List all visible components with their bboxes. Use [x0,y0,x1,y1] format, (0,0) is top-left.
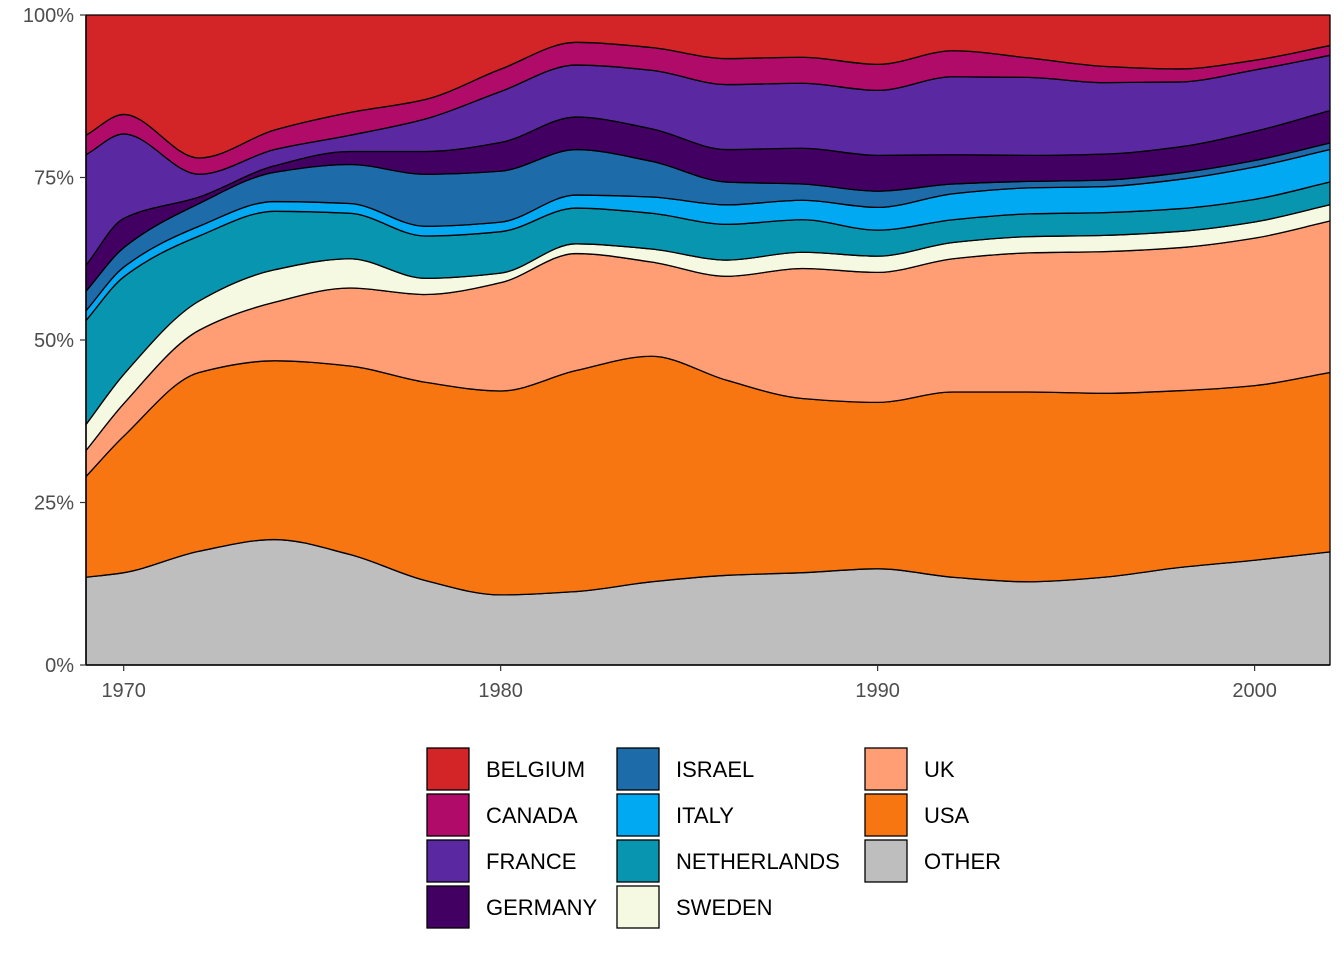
y-tick-label: 0% [45,655,74,677]
area-belgium [85,14,1331,159]
legend-item-uk: UK [864,747,955,791]
legend-item-italy: ITALY [616,793,734,837]
x-tick-label: 1970 [101,680,146,702]
legend-key [616,885,660,929]
legend-key [864,747,908,791]
legend-item-other: OTHER [864,839,1001,883]
legend-item-belgium: BELGIUM [426,747,585,791]
y-tick-label: 25% [34,493,74,515]
legend: BELGIUM CANADA FRANCE GERMANY ISRAEL ITALY NET… [426,747,1001,929]
legend-label: ISRAEL [676,757,754,782]
legend-key [426,747,470,791]
legend-label: NETHERLANDS [676,849,840,874]
legend-key [616,793,660,837]
legend-key [864,793,908,837]
legend-key [426,793,470,837]
legend-label: USA [924,803,970,828]
legend-item-usa: USA [864,793,970,837]
y-tick-label: 50% [34,330,74,352]
legend-item-canada: CANADA [426,793,578,837]
legend-label: GERMANY [486,895,598,920]
y-tick-label: 100% [23,5,74,27]
legend-item-israel: ISRAEL [616,747,754,791]
legend-key [426,839,470,883]
legend-label: UK [924,757,955,782]
legend-label: ITALY [676,803,734,828]
legend-key [426,885,470,929]
legend-label: BELGIUM [486,757,585,782]
x-tick-label: 1980 [478,680,523,702]
legend-key [616,839,660,883]
legend-key [864,839,908,883]
legend-item-germany: GERMANY [426,885,598,929]
y-tick-label: 75% [34,168,74,190]
legend-label: SWEDEN [676,895,773,920]
legend-item-netherlands: NETHERLANDS [616,839,840,883]
legend-key [616,747,660,791]
x-tick-label: 1990 [855,680,900,702]
axes-layer: 0% 25% 50% 75% 100% 1970 1980 1990 2000 [23,5,1330,702]
legend-item-france: FRANCE [426,839,576,883]
x-tick-label: 2000 [1232,680,1277,702]
legend-label: OTHER [924,849,1001,874]
legend-label: CANADA [486,803,578,828]
legend-item-sweden: SWEDEN [616,885,773,929]
areas-layer [85,14,1331,666]
legend-label: FRANCE [486,849,576,874]
